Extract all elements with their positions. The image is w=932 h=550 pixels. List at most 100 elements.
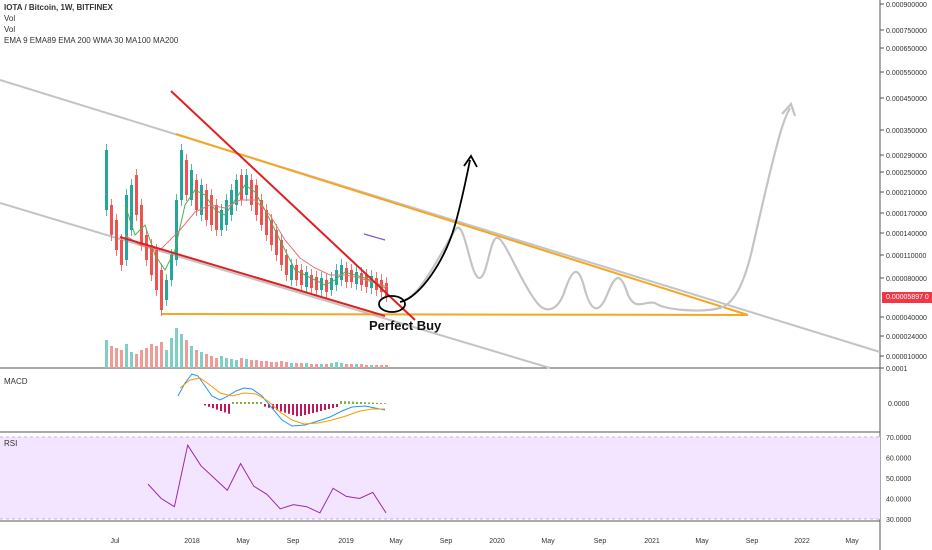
y-tick-label: 0.000900000 bbox=[886, 2, 927, 9]
x-tick-label: Sep bbox=[287, 538, 300, 545]
volume-bar bbox=[375, 365, 378, 368]
macd-histogram-bar bbox=[304, 404, 306, 415]
volume-bar bbox=[355, 364, 358, 368]
indicator-label-ma: EMA 9 EMA89 EMA 200 WMA 30 MA100 MA200 bbox=[4, 36, 179, 45]
macd-y-tick-label: 0.0000 bbox=[888, 401, 910, 408]
volume-bar bbox=[295, 363, 298, 368]
volume-bar bbox=[265, 361, 268, 368]
candle-body bbox=[385, 283, 388, 296]
macd-pane-label: MACD bbox=[4, 377, 28, 386]
orange-support-line bbox=[161, 313, 749, 316]
volume-bar bbox=[110, 346, 113, 368]
volume-bar bbox=[240, 358, 243, 368]
volume-bar bbox=[195, 350, 198, 368]
projection-path bbox=[404, 107, 791, 312]
candle-body bbox=[290, 265, 293, 280]
candle-body bbox=[320, 278, 323, 290]
candle-body bbox=[330, 278, 333, 290]
ema-slow-line bbox=[124, 199, 389, 288]
candle-body bbox=[355, 272, 358, 284]
x-tick-label: May bbox=[845, 538, 859, 545]
y-tick-label: 0.000250000 bbox=[886, 170, 927, 177]
candle-body bbox=[115, 220, 118, 250]
y-tick-label: 0.000140000 bbox=[886, 231, 927, 238]
indicator-label-vol-2: Vol bbox=[4, 25, 16, 34]
candle-body bbox=[105, 150, 108, 210]
candle-body bbox=[145, 235, 148, 260]
macd-histogram-bar bbox=[252, 402, 254, 404]
macd-histogram-bar bbox=[356, 401, 358, 404]
candle-body bbox=[230, 190, 233, 215]
rsi-y-tick-label: 40.0000 bbox=[886, 497, 911, 504]
candle-body bbox=[120, 240, 123, 265]
candle-body bbox=[245, 175, 248, 195]
macd-histogram-bar bbox=[340, 401, 342, 404]
x-tick-label: Sep bbox=[746, 538, 759, 545]
volume-bar bbox=[285, 362, 288, 368]
volume-bar bbox=[250, 360, 253, 368]
volume-bar bbox=[315, 364, 318, 368]
red-trendline-upper bbox=[170, 90, 416, 321]
macd-histogram-bar bbox=[216, 404, 218, 410]
volume-bar bbox=[260, 361, 263, 368]
macd-histogram bbox=[204, 401, 386, 417]
candle-body bbox=[140, 205, 143, 245]
volume-bar bbox=[190, 346, 193, 368]
macd-signal-line bbox=[179, 377, 385, 425]
macd-histogram-bar bbox=[332, 404, 334, 408]
macd-histogram-bar bbox=[288, 404, 290, 414]
volume-bar bbox=[130, 352, 133, 368]
macd-histogram-bar bbox=[236, 402, 238, 404]
volume-bar bbox=[105, 340, 108, 368]
macd-histogram-bar bbox=[352, 401, 354, 404]
breakout-arrowhead bbox=[463, 154, 478, 168]
candle-body bbox=[175, 200, 178, 260]
projection-arrowhead bbox=[781, 101, 797, 117]
macd-histogram-bar bbox=[244, 402, 246, 404]
macd-histogram-bar bbox=[360, 402, 362, 404]
y-tick-label: 0.000210000 bbox=[886, 190, 927, 197]
macd-line bbox=[177, 373, 386, 427]
candle-body bbox=[260, 200, 263, 225]
x-tick-label: 2022 bbox=[794, 538, 810, 545]
macd-histogram-bar bbox=[272, 404, 274, 409]
candle-body bbox=[325, 280, 328, 292]
volume-bar bbox=[150, 344, 153, 368]
candle-body bbox=[130, 185, 133, 230]
volume-bar bbox=[345, 364, 348, 368]
volume-bar bbox=[300, 363, 303, 368]
macd-histogram-bar bbox=[268, 404, 270, 408]
x-tick-label: 2020 bbox=[489, 538, 505, 545]
y-tick-label: 0.000750000 bbox=[886, 28, 927, 35]
rsi-y-tick-label: 50.0000 bbox=[886, 476, 911, 483]
volume-bar bbox=[310, 364, 313, 368]
volume-bar bbox=[320, 364, 323, 368]
y-tick-label: 0.000170000 bbox=[886, 211, 927, 218]
chart-title: IOTA / Bitcoin, 1W, BITFINEX bbox=[4, 3, 113, 12]
candle-body bbox=[340, 265, 343, 280]
candle-body bbox=[280, 240, 283, 265]
volume-bar bbox=[175, 328, 178, 368]
y-tick-label: 0.000010000 bbox=[886, 354, 927, 361]
macd-histogram-bar bbox=[368, 402, 370, 404]
red-trendline-lower bbox=[119, 236, 386, 317]
candle-body bbox=[205, 190, 208, 220]
volume-bar bbox=[160, 342, 163, 368]
candlestick-series bbox=[105, 144, 388, 316]
macd-histogram-bar bbox=[372, 402, 374, 404]
macd-histogram-bar bbox=[324, 404, 326, 410]
x-tick-label: 2021 bbox=[644, 538, 660, 545]
volume-bar bbox=[360, 364, 363, 368]
macd-histogram-bar bbox=[248, 402, 250, 404]
volume-bar bbox=[210, 356, 213, 368]
volume-bar bbox=[245, 359, 248, 368]
candle-body bbox=[255, 185, 258, 215]
macd-histogram-bar bbox=[308, 404, 310, 414]
volume-bar bbox=[145, 348, 148, 368]
macd-histogram-bar bbox=[284, 404, 286, 413]
y-tick-label: 0.000550000 bbox=[886, 70, 927, 77]
candle-body bbox=[315, 277, 318, 290]
volume-bar bbox=[220, 356, 223, 368]
volume-bar bbox=[280, 361, 283, 368]
rsi-y-tick-label: 30.0000 bbox=[886, 517, 911, 524]
